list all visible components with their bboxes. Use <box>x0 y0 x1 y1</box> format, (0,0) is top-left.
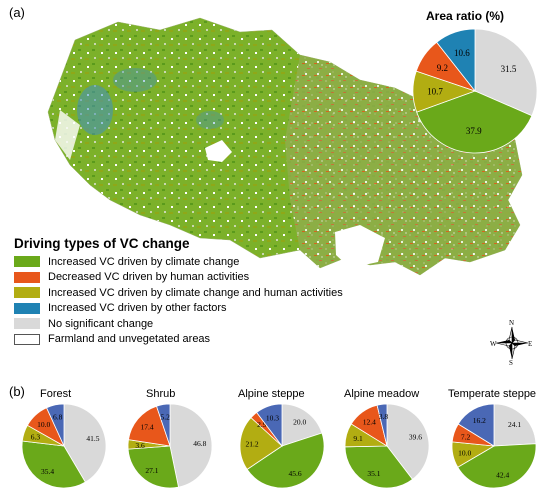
legend-label: Increased VC driven by climate change <box>48 255 240 268</box>
pie-value-label: 9.2 <box>437 63 448 73</box>
pie-slice <box>386 403 430 480</box>
pie-value-label: 6.8 <box>53 413 63 422</box>
compass-west: W <box>490 340 497 348</box>
compass-east: E <box>528 340 532 348</box>
pie-title: Forest <box>40 388 72 400</box>
panel-a-label: (a) <box>9 5 25 20</box>
pie-value-label: 6.3 <box>31 433 41 442</box>
area-ratio-pie: 31.5 37.9 10.7 9.2 10.6 <box>412 28 538 154</box>
vegetation-pie: 20.0 45.6 21.2 2.910.3 <box>239 403 325 489</box>
pie-value-label: 10.3 <box>266 414 279 423</box>
pie-slice <box>457 403 495 447</box>
pie-value-label: 35.1 <box>367 469 380 478</box>
pie-title: Shrub <box>146 388 176 400</box>
pie-value-label: 3.6 <box>135 441 145 450</box>
panel-a: (a) <box>9 5 538 366</box>
legend-swatch <box>14 302 40 314</box>
pie-slice <box>376 403 388 447</box>
pie-slice <box>281 403 323 447</box>
pie-value-label: 9.1 <box>353 434 363 443</box>
legend-title: Driving types of VC change <box>14 236 190 251</box>
pie-value-label: 42.4 <box>496 471 509 480</box>
vegetation-pie: 24.1 42.4 10.0 7.216.2 <box>451 403 537 489</box>
legend-swatch <box>14 287 40 299</box>
pie-slice <box>63 403 107 483</box>
pie-value-label: 21.2 <box>246 440 259 449</box>
pie-value-label: 35.4 <box>41 467 54 476</box>
legend-label: Decreased VC driven by human activities <box>48 271 250 284</box>
pie-slice <box>344 445 414 489</box>
vegetation-pie: 46.8 27.1 3.6 17.4 5.2 <box>127 403 213 489</box>
pie-value-label: 10.6 <box>454 48 470 58</box>
pie-slice <box>21 440 86 489</box>
vegetation-pie: 41.5 35.4 6.3 10.06.8 <box>21 403 107 489</box>
legend-item: Farmland and unvegetated areas <box>14 332 394 348</box>
legend-swatch <box>14 271 40 283</box>
panel-b-label: (b) <box>9 384 25 399</box>
pie-slice <box>416 90 533 154</box>
pie-value-label: 20.0 <box>293 418 306 427</box>
legend-label: Increased VC driven by climate change an… <box>48 286 343 299</box>
pie-value-label: 2.9 <box>257 420 267 429</box>
pie-slice <box>156 403 171 447</box>
legend: Driving types of VC change Increased VC … <box>14 236 394 347</box>
pie-slice <box>239 417 283 470</box>
area-ratio-title: Area ratio (%) <box>426 9 505 23</box>
legend-item: No significant change <box>14 316 394 332</box>
legend-swatch <box>14 256 40 268</box>
pie-value-label: 27.1 <box>145 466 158 475</box>
pie-title: Alpine meadow <box>344 388 420 400</box>
pie-value-label: 41.5 <box>86 434 99 443</box>
legend-swatch <box>14 318 40 330</box>
pie-title: Alpine steppe <box>238 388 305 400</box>
pie-value-label: 16.2 <box>473 416 486 425</box>
pie-slice <box>474 28 538 117</box>
pie-value-label: 10.7 <box>427 86 443 96</box>
pie-value-label: 45.6 <box>289 469 302 478</box>
pie-slice <box>169 403 213 488</box>
pie-value-label: 37.9 <box>466 126 482 136</box>
pie-slice <box>457 443 537 489</box>
pie-value-label: 7.2 <box>461 432 471 441</box>
pie-value-label: 5.2 <box>160 412 170 421</box>
panel-b: (b) Forest 41.5 35.4 6.3 10.0 6.8 Shrub 46.8 27.… <box>0 380 550 493</box>
pie-value-label: 10.0 <box>458 448 471 457</box>
legend-item: Increased VC driven by other factors <box>14 301 394 317</box>
legend-swatch <box>14 333 40 345</box>
pie-slice <box>127 445 179 489</box>
pie-value-label: 39.6 <box>409 432 422 441</box>
pie-value-label: 46.8 <box>193 439 206 448</box>
pie-value-label: 10.0 <box>37 420 50 429</box>
pie-slice <box>436 28 476 93</box>
pie-value-label: 3.8 <box>379 412 389 421</box>
compass-north: N <box>509 319 514 327</box>
pie-slice <box>493 403 537 447</box>
compass-rose-icon: N S E W <box>490 319 532 366</box>
legend-item: Increased VC driven by climate change <box>14 254 394 270</box>
vc-change-map <box>47 17 523 276</box>
vegetation-pie: 39.6 35.1 9.112.43.8 <box>344 403 430 489</box>
pie-value-label: 24.1 <box>508 420 521 429</box>
legend-label: No significant change <box>48 317 154 330</box>
pie-title: Temperate steppe <box>448 388 537 400</box>
pie-slice <box>46 403 65 447</box>
legend-label: Increased VC driven by other factors <box>48 302 227 315</box>
legend-label: Farmland and unvegetated areas <box>48 333 211 346</box>
pie-value-label: 31.5 <box>501 64 517 74</box>
pie-slice <box>256 403 283 448</box>
pie-value-label: 17.4 <box>140 423 153 432</box>
pie-value-label: 12.4 <box>363 418 376 427</box>
legend-item: Increased VC driven by climate change an… <box>14 285 394 301</box>
pie-slice <box>246 432 325 489</box>
compass-south: S <box>509 359 513 366</box>
legend-item: Decreased VC driven by human activities <box>14 270 394 286</box>
